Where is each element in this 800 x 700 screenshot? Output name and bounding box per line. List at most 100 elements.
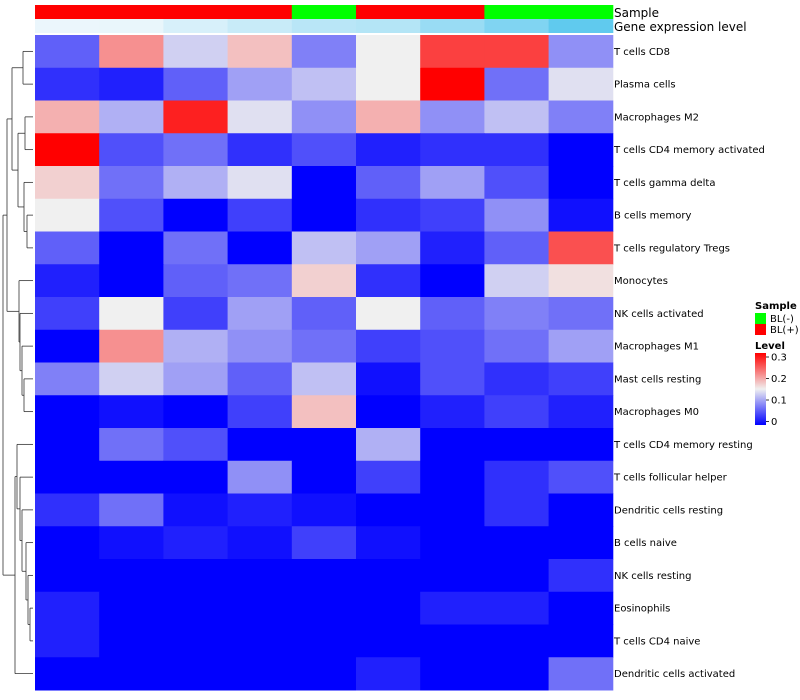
heatmap-cell: [420, 657, 485, 691]
row-label: T cells CD4 naive: [613, 636, 700, 647]
heatmap-cell: [548, 166, 614, 200]
heatmap-cell: [227, 198, 293, 232]
heatmap-cell: [35, 35, 100, 69]
sample-annotation-cell: [291, 5, 357, 19]
heatmap-cell: [163, 428, 229, 462]
heatmap-cell: [548, 395, 614, 429]
heatmap-cell: [35, 67, 100, 101]
heatmap-cell: [35, 395, 100, 429]
heatmap-cell: [420, 362, 485, 396]
heatmap-cell: [356, 100, 421, 134]
heatmap-cell: [99, 264, 164, 298]
expression-annotation-cell: [420, 19, 485, 33]
heatmap-cell: [227, 657, 293, 691]
heatmap-cell: [99, 591, 164, 625]
heatmap-cell: [420, 493, 485, 527]
heatmap-cell: [99, 526, 164, 560]
heatmap-cell: [420, 264, 485, 298]
expression-annotation-cell: [35, 19, 100, 33]
expression-annotation-cell: [227, 19, 293, 33]
heatmap-cell: [420, 35, 485, 69]
expression-annotation-cell: [99, 19, 164, 33]
heatmap-cell: [291, 428, 357, 462]
heatmap-cell: [420, 395, 485, 429]
heatmap-cell: [484, 526, 550, 560]
heatmap-cell: [99, 133, 164, 167]
heatmap-cell: [99, 100, 164, 134]
heatmap-cell: [484, 460, 550, 494]
heatmap-cell: [35, 264, 100, 298]
heatmap-cell: [35, 428, 100, 462]
sample-annotation-cell: [548, 5, 614, 19]
heatmap-cell: [163, 559, 229, 593]
legend-level-tick-label: 0: [771, 417, 777, 428]
heatmap-cell: [227, 362, 293, 396]
heatmap-cell: [99, 35, 164, 69]
heatmap-cell: [35, 624, 100, 658]
legend-level-colorbar: [755, 353, 766, 425]
heatmap-cell: [99, 329, 164, 363]
row-label: Eosinophils: [614, 604, 670, 615]
heatmap-cells: [35, 35, 614, 691]
heatmap-cell: [163, 493, 229, 527]
heatmap-cell: [163, 526, 229, 560]
row-label: Monocytes: [614, 276, 668, 287]
heatmap-cell: [484, 624, 550, 658]
heatmap-cell: [35, 591, 100, 625]
heatmap-cell: [227, 35, 293, 69]
heatmap-cell: [227, 264, 293, 298]
heatmap-cell: [163, 395, 229, 429]
heatmap-cell: [163, 460, 229, 494]
heatmap-cell: [227, 493, 293, 527]
heatmap-cell: [99, 493, 164, 527]
heatmap-cell: [163, 657, 229, 691]
heatmap-cell: [356, 297, 421, 331]
heatmap-cell: [356, 624, 421, 658]
heatmap-cell: [99, 657, 164, 691]
heatmap-cell: [420, 100, 485, 134]
heatmap-cell: [35, 362, 100, 396]
heatmap-cell: [163, 100, 229, 134]
heatmap-cell: [99, 559, 164, 593]
heatmap-cell: [484, 35, 550, 69]
sample-annotation-title: Sample: [614, 6, 659, 20]
heatmap-cell: [356, 395, 421, 429]
heatmap-cell: [291, 460, 357, 494]
heatmap-cell: [356, 493, 421, 527]
legend-sample-label: BL(+): [770, 325, 799, 336]
expression-annotation-cell: [163, 19, 229, 33]
heatmap-cell: [35, 329, 100, 363]
row-label: T cells CD4 memory activated: [613, 145, 765, 156]
heatmap-cell: [548, 460, 614, 494]
heatmap-cell: [484, 198, 550, 232]
heatmap-cell: [420, 526, 485, 560]
heatmap-cell: [484, 67, 550, 101]
legend-level-tick-label: 0.1: [771, 396, 787, 407]
heatmap-cell: [356, 264, 421, 298]
heatmap-cell: [548, 362, 614, 396]
heatmap-cell: [291, 67, 357, 101]
heatmap-cell: [291, 198, 357, 232]
heatmap-cell: [291, 362, 357, 396]
row-labels: T cells CD8 Plasma cells Macrophages M2 T c…: [613, 47, 765, 680]
heatmap-cell: [163, 35, 229, 69]
heatmap-cell: [356, 591, 421, 625]
heatmap-cell: [99, 297, 164, 331]
heatmap-cell: [291, 591, 357, 625]
heatmap-cell: [35, 100, 100, 134]
heatmap-cell: [163, 297, 229, 331]
expression-annotation-bar: [35, 19, 614, 33]
heatmap-cell: [99, 362, 164, 396]
heatmap-cell: [291, 297, 357, 331]
heatmap-cell: [35, 526, 100, 560]
heatmap-cell: [99, 460, 164, 494]
legend: Sample BL(-)BL(+) Level 0.3 0.2 0.1 0: [755, 301, 799, 428]
heatmap-cell: [484, 395, 550, 429]
row-label: Dendritic cells activated: [614, 669, 735, 680]
heatmap-cell: [227, 100, 293, 134]
heatmap-cell: [163, 231, 229, 265]
legend-level-tick-label: 0.3: [771, 353, 787, 364]
heatmap-cell: [227, 133, 293, 167]
row-label: NK cells resting: [614, 571, 691, 582]
